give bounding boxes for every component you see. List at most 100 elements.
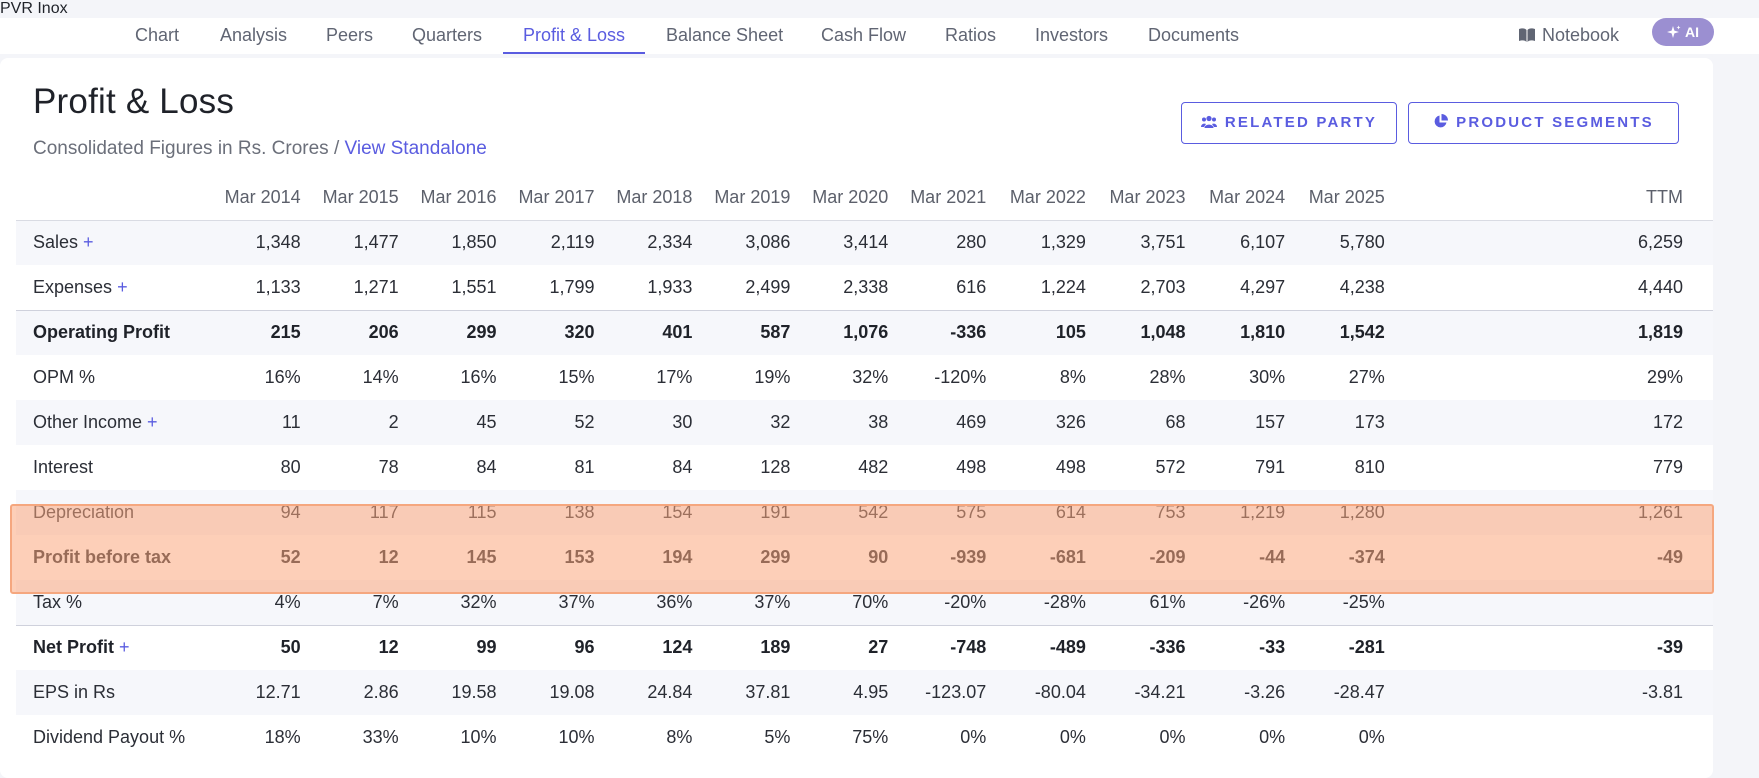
table-cell: 6,107: [1185, 220, 1286, 265]
tab-documents[interactable]: Documents: [1148, 25, 1240, 45]
table-cell: 12: [300, 624, 399, 670]
table-cell: -681: [1049, 547, 1086, 567]
table-cell: 27%: [1348, 367, 1385, 387]
row-label: Expenses: [33, 276, 113, 297]
table-cell: 6,259: [1384, 220, 1713, 265]
table-cell: 1,348: [202, 220, 301, 265]
book-icon: [1519, 28, 1535, 42]
row-label-cell: Profit before tax: [16, 535, 203, 580]
table-cell: 10%: [558, 727, 595, 747]
table-cell: 482: [858, 457, 889, 477]
row-label: Operating Profit: [33, 322, 171, 343]
row-label-cell[interactable]: Other Income +: [16, 400, 203, 445]
table-cell: 0%: [1358, 727, 1385, 747]
notebook-link[interactable]: Notebook: [1518, 18, 1619, 54]
table-row-opm: OPM % 16% 14% 16% 15% 17% 19% 32% -120% 8% 28% 30% 2…: [16, 355, 1713, 400]
notebook-label: Notebook: [1542, 25, 1620, 45]
table-cell: 32: [692, 400, 791, 445]
product-segments-button[interactable]: PRODUCT SEGMENTS: [1408, 102, 1679, 144]
table-cell: 542: [790, 490, 889, 535]
row-label: OPM %: [33, 367, 96, 387]
table-cell: 2,703: [1140, 276, 1186, 297]
profit-loss-table: Mar 2014 Mar 2015 Mar 2016 Mar 2017 Mar …: [16, 176, 1713, 760]
table-cell: -123.07: [888, 670, 987, 715]
view-standalone-link[interactable]: View Standalone: [344, 138, 487, 159]
row-label-cell[interactable]: Sales +: [16, 220, 203, 265]
tab-profit-loss[interactable]: Profit & Loss: [502, 18, 646, 54]
table-cell: 30: [594, 400, 693, 445]
table-cell: 115: [398, 490, 497, 535]
row-label-cell: Depreciation: [16, 490, 203, 535]
table-cell: -33: [1185, 624, 1286, 670]
table-cell: 1,224: [1040, 276, 1086, 297]
table-cell: 0%: [1159, 727, 1186, 747]
table-cell: 1,048: [1085, 309, 1186, 355]
table-cell: 154: [594, 490, 693, 535]
row-label-header: [16, 176, 203, 221]
table-cell: 84: [476, 457, 497, 477]
table-cell: 153: [564, 547, 595, 567]
expand-plus-icon[interactable]: +: [83, 232, 94, 253]
table-cell: 105: [986, 309, 1086, 355]
tab-chart[interactable]: Chart: [135, 25, 180, 45]
table-cell: -748: [888, 624, 987, 670]
tab-cash-flow[interactable]: Cash Flow: [821, 25, 907, 45]
table-cell: 28%: [1149, 367, 1186, 387]
row-label-cell[interactable]: Net Profit +: [16, 624, 203, 670]
table-cell: 4,238: [1339, 276, 1385, 297]
table-cell: 37%: [692, 580, 791, 625]
tab-peers[interactable]: Peers: [326, 25, 374, 45]
row-label: EPS in Rs: [33, 682, 116, 702]
table-cell: 16%: [264, 367, 301, 387]
table-cell: -489: [986, 624, 1086, 670]
tab-ratios[interactable]: Ratios: [945, 25, 997, 45]
table-cell: 1,810: [1185, 309, 1286, 355]
company-tab[interactable]: PVR Inox: [0, 0, 68, 17]
table-cell: [1385, 715, 1713, 760]
tab-analysis[interactable]: Analysis: [220, 25, 288, 45]
table-cell: 575: [888, 490, 987, 535]
table-cell: 191: [692, 490, 791, 535]
ai-button[interactable]: AI: [1652, 18, 1714, 46]
column-header: Mar 2020: [790, 176, 889, 221]
tab-quarters[interactable]: Quarters: [412, 25, 483, 45]
table-cell: -49: [1656, 547, 1683, 567]
column-header: Mar 2015: [300, 176, 399, 221]
table-cell: 0%: [1259, 727, 1286, 747]
column-header: Mar 2023: [1085, 176, 1186, 221]
expand-plus-icon[interactable]: +: [147, 412, 158, 432]
table-cell: 215: [202, 309, 301, 355]
table-cell: -20%: [888, 580, 987, 625]
row-label-cell[interactable]: Expenses +: [16, 265, 203, 310]
table-cell: -25%: [1285, 580, 1385, 625]
table-cell: 1,799: [549, 276, 595, 297]
profit-loss-card: Profit & Loss Consolidated Figures in Rs…: [0, 58, 1714, 778]
table-cell: 299: [760, 547, 791, 567]
table-cell: 320: [496, 309, 595, 355]
table-cell: -80.04: [986, 670, 1086, 715]
tab-investors[interactable]: Investors: [1035, 25, 1109, 45]
table-cell: 145: [466, 547, 497, 567]
expand-plus-icon[interactable]: +: [117, 276, 128, 297]
table-cell: 2,334: [594, 220, 693, 265]
row-label-cell: Operating Profit: [16, 309, 203, 355]
table-cell: 50: [202, 624, 301, 670]
table-cell: 1,850: [398, 220, 497, 265]
table-cell: 12.71: [202, 670, 301, 715]
table-cell: 779: [1652, 457, 1683, 477]
column-header: Mar 2024: [1185, 176, 1286, 221]
related-party-button[interactable]: RELATED PARTY: [1181, 102, 1397, 144]
product-segments-label: PRODUCT SEGMENTS: [1456, 114, 1654, 131]
tab-balance-sheet[interactable]: Balance Sheet: [666, 25, 784, 45]
table-cell: 8%: [666, 727, 693, 747]
table-cell: 36%: [594, 580, 693, 625]
table-cell: 572: [1155, 457, 1186, 477]
row-label: Other Income: [33, 412, 143, 432]
column-header: Mar 2021: [888, 176, 987, 221]
table-cell: 616: [956, 276, 987, 297]
table-cell: -336: [1085, 624, 1186, 670]
table-cell: -3.81: [1384, 670, 1713, 715]
table-cell: 17%: [656, 367, 693, 387]
expand-plus-icon[interactable]: +: [119, 637, 130, 658]
table-cell: 0%: [960, 727, 987, 747]
